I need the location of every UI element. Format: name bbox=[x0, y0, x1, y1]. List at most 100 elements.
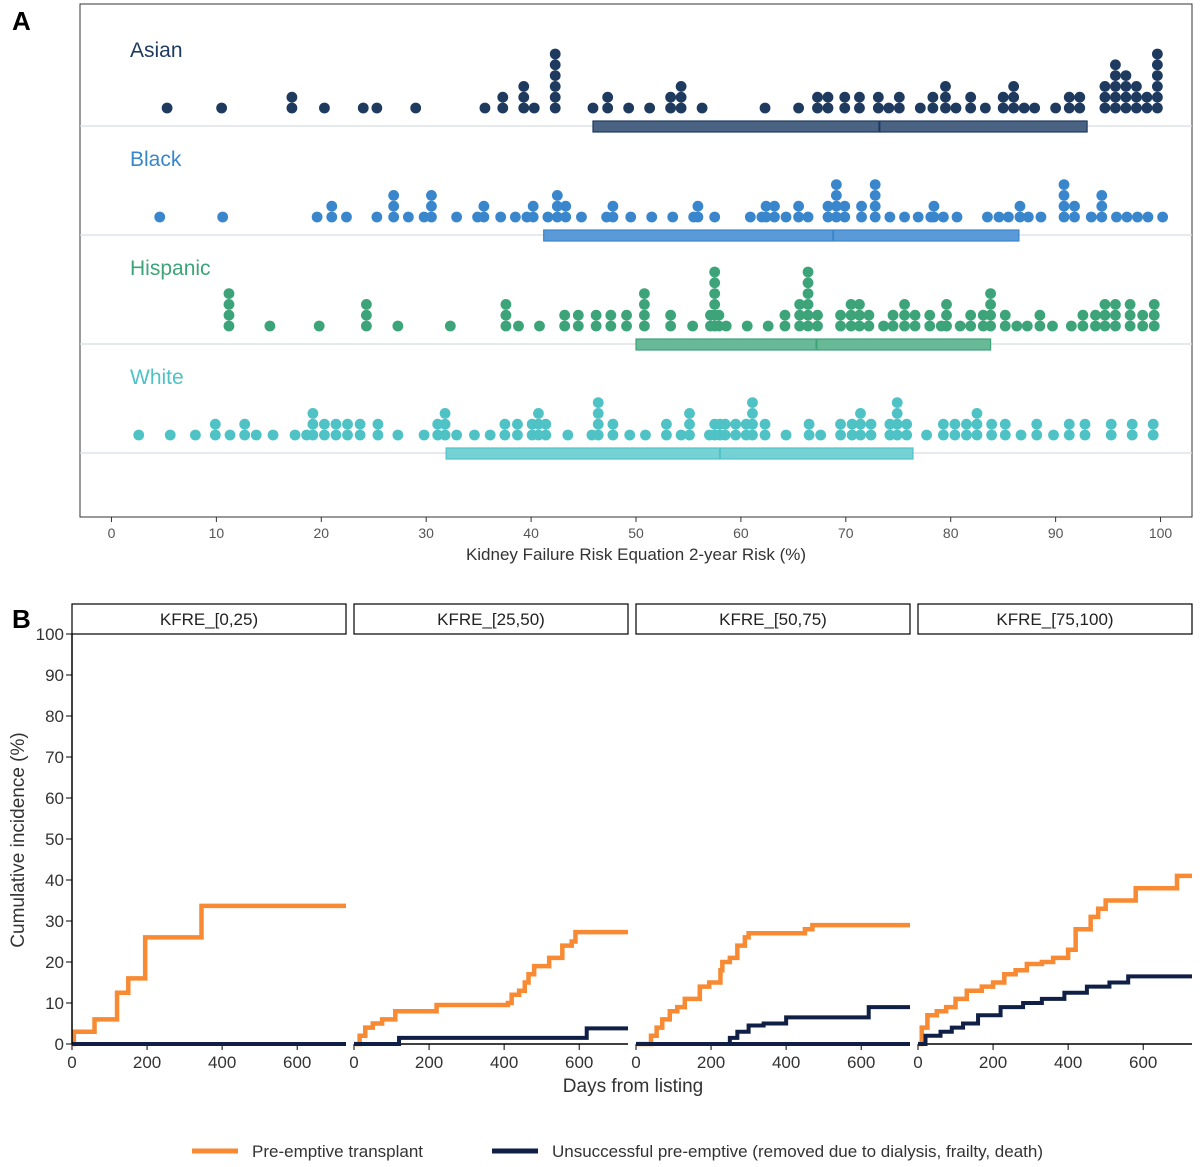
x-tick-label: 0 bbox=[913, 1053, 922, 1072]
data-point bbox=[549, 91, 561, 103]
group-hispanic: Hispanic bbox=[80, 257, 1192, 351]
data-point bbox=[830, 211, 842, 223]
data-point bbox=[1151, 48, 1163, 60]
data-point bbox=[759, 102, 771, 114]
data-point bbox=[307, 408, 319, 419]
data-point bbox=[891, 429, 903, 441]
data-point bbox=[927, 102, 939, 114]
x-tick-label: 50 bbox=[628, 525, 644, 541]
panel-a-groups: Asian Black Hispanic White bbox=[80, 39, 1192, 460]
data-point bbox=[759, 429, 771, 441]
data-point bbox=[1151, 81, 1163, 92]
data-point bbox=[869, 200, 881, 212]
panel-b-y-axis: 0 10 20 30 40 50 60 70 80 90 100 bbox=[36, 625, 73, 1054]
data-point bbox=[793, 200, 805, 212]
facet-strip bbox=[71, 603, 347, 635]
data-point bbox=[239, 429, 251, 441]
panel-a-frame bbox=[79, 3, 1193, 518]
data-point bbox=[921, 429, 932, 441]
data-point bbox=[822, 200, 834, 212]
data-point bbox=[313, 320, 325, 332]
data-point bbox=[1110, 309, 1121, 321]
data-point bbox=[747, 418, 758, 430]
data-point bbox=[830, 179, 842, 191]
group-asian: Asian bbox=[80, 39, 1192, 133]
data-point bbox=[937, 418, 949, 430]
data-point bbox=[822, 102, 834, 114]
data-point bbox=[719, 418, 731, 430]
data-point bbox=[592, 429, 604, 441]
data-point bbox=[209, 429, 221, 441]
data-point bbox=[835, 418, 846, 430]
y-tick-label: 10 bbox=[45, 994, 64, 1013]
data-point bbox=[1110, 299, 1121, 310]
data-point bbox=[1074, 102, 1086, 114]
data-point bbox=[624, 429, 636, 441]
data-point bbox=[924, 309, 936, 321]
y-tick-label: 90 bbox=[45, 666, 64, 685]
data-point bbox=[869, 190, 881, 201]
data-point bbox=[1105, 429, 1117, 441]
x-tick-label: 20 bbox=[313, 525, 329, 541]
data-point bbox=[559, 309, 571, 321]
data-point bbox=[410, 102, 422, 114]
data-point bbox=[223, 309, 235, 321]
data-point bbox=[572, 309, 584, 321]
data-point bbox=[549, 70, 561, 81]
data-point bbox=[388, 211, 400, 223]
data-point bbox=[713, 309, 725, 321]
data-point bbox=[1096, 211, 1108, 223]
y-tick-label: 40 bbox=[45, 871, 64, 890]
data-point bbox=[1018, 102, 1030, 114]
data-point bbox=[951, 211, 963, 223]
data-point bbox=[267, 429, 279, 441]
x-tick-label: 600 bbox=[847, 1053, 875, 1072]
x-tick-label: 80 bbox=[943, 525, 959, 541]
data-point bbox=[426, 190, 437, 201]
x-tick-label: 10 bbox=[209, 525, 225, 541]
data-point bbox=[846, 429, 858, 441]
data-point bbox=[1111, 211, 1122, 223]
data-point bbox=[549, 48, 561, 60]
x-tick-label: 200 bbox=[979, 1053, 1007, 1072]
data-point bbox=[760, 211, 772, 223]
data-point bbox=[949, 429, 961, 441]
data-point bbox=[607, 418, 619, 430]
data-point bbox=[779, 309, 791, 321]
x-tick-label: 60 bbox=[733, 525, 749, 541]
data-point bbox=[794, 309, 806, 321]
data-point bbox=[1137, 320, 1149, 332]
data-point bbox=[518, 102, 530, 114]
data-point bbox=[625, 211, 637, 223]
data-point bbox=[360, 320, 372, 332]
data-point bbox=[835, 429, 846, 441]
data-point bbox=[692, 200, 704, 212]
data-point bbox=[986, 429, 998, 441]
data-point bbox=[927, 91, 939, 103]
data-point bbox=[854, 309, 865, 321]
data-point bbox=[1147, 429, 1159, 441]
data-point bbox=[940, 91, 951, 103]
iqr-bar bbox=[635, 338, 992, 351]
data-point bbox=[914, 102, 926, 114]
data-point bbox=[484, 429, 496, 441]
data-point bbox=[540, 418, 552, 430]
data-point bbox=[1110, 59, 1121, 71]
data-point bbox=[893, 91, 905, 103]
data-point bbox=[528, 102, 540, 114]
panel-label-a: A bbox=[12, 6, 31, 36]
data-point bbox=[855, 418, 866, 430]
data-point bbox=[1063, 429, 1075, 441]
data-point bbox=[854, 320, 865, 332]
data-point bbox=[587, 102, 599, 114]
data-point bbox=[1124, 309, 1136, 321]
data-point bbox=[1110, 81, 1121, 92]
data-point bbox=[307, 429, 319, 441]
legend-label-unsuccessful: Unsuccessful pre-emptive (removed due to… bbox=[552, 1142, 1043, 1161]
iqr-bar bbox=[543, 229, 1020, 242]
data-point bbox=[1058, 179, 1070, 191]
data-point bbox=[924, 320, 936, 332]
data-point bbox=[878, 320, 889, 332]
data-point bbox=[1151, 70, 1163, 81]
data-point bbox=[289, 429, 301, 441]
